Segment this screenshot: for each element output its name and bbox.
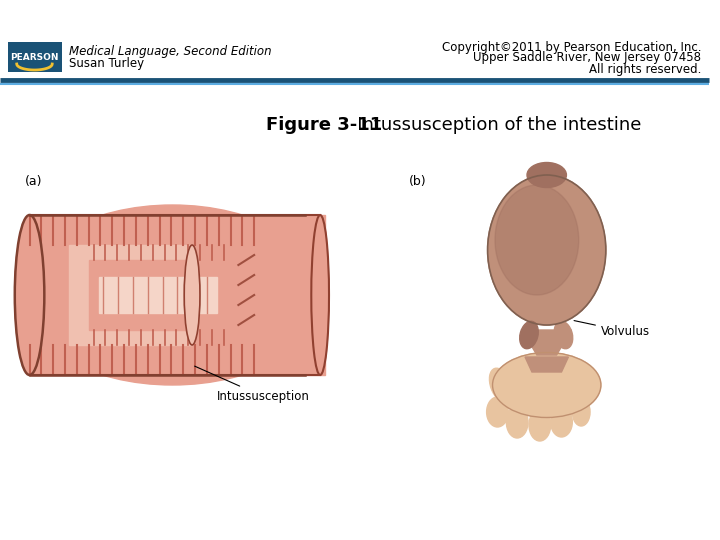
- Text: Intussusception of the intestine: Intussusception of the intestine: [340, 116, 642, 134]
- Polygon shape: [89, 260, 246, 330]
- Ellipse shape: [572, 398, 590, 426]
- Ellipse shape: [527, 163, 567, 187]
- Polygon shape: [522, 330, 572, 355]
- Ellipse shape: [490, 368, 511, 402]
- Ellipse shape: [506, 406, 528, 438]
- Ellipse shape: [311, 215, 329, 375]
- Text: (b): (b): [409, 175, 426, 188]
- Text: Intussusception: Intussusception: [194, 366, 310, 403]
- Ellipse shape: [184, 245, 200, 345]
- Ellipse shape: [520, 321, 539, 349]
- Text: PEARSON: PEARSON: [10, 52, 59, 62]
- Ellipse shape: [19, 205, 325, 385]
- Text: Figure 3-11: Figure 3-11: [266, 116, 382, 134]
- Ellipse shape: [551, 407, 572, 437]
- Polygon shape: [525, 357, 568, 372]
- Text: Volvulus: Volvulus: [574, 321, 650, 338]
- Text: Copyright©2011 by Pearson Education, Inc.: Copyright©2011 by Pearson Education, Inc…: [442, 42, 701, 55]
- Text: (a): (a): [24, 175, 42, 188]
- Polygon shape: [99, 277, 217, 313]
- Ellipse shape: [492, 353, 601, 417]
- Polygon shape: [69, 245, 192, 345]
- Text: Upper Saddle River, New Jersey 07458: Upper Saddle River, New Jersey 07458: [473, 51, 701, 64]
- Ellipse shape: [529, 409, 551, 441]
- FancyBboxPatch shape: [8, 42, 62, 72]
- Text: Medical Language, Second Edition: Medical Language, Second Edition: [69, 45, 271, 58]
- Text: Susan Turley: Susan Turley: [69, 57, 144, 71]
- Ellipse shape: [487, 397, 508, 427]
- Polygon shape: [30, 215, 325, 375]
- Text: All rights reserved.: All rights reserved.: [589, 63, 701, 76]
- Ellipse shape: [495, 185, 579, 295]
- Ellipse shape: [15, 215, 45, 375]
- Ellipse shape: [487, 175, 606, 325]
- Ellipse shape: [554, 321, 572, 349]
